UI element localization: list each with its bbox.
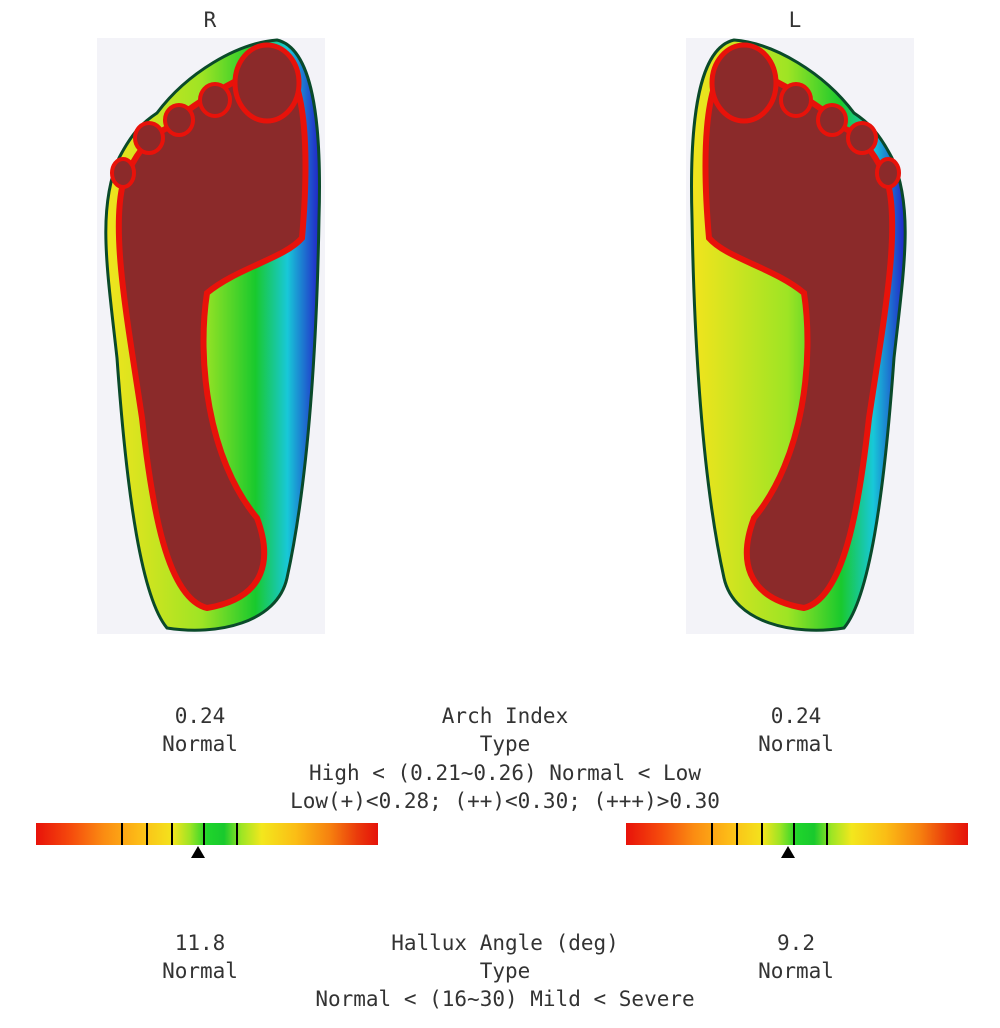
right-arch-index-value: 0.24 xyxy=(174,704,226,728)
left-hallux-angle-value: 9.2 xyxy=(777,931,815,955)
right-foot-pressure-map xyxy=(97,38,325,634)
left-arch-gauge xyxy=(626,823,968,845)
gauge-tick xyxy=(236,823,238,845)
arch-index-title: Arch Index xyxy=(441,704,569,728)
right-foot-label: R xyxy=(203,8,217,32)
left-foot-label: L xyxy=(788,8,802,32)
left-hallux-type: Normal xyxy=(758,959,834,983)
gauge-tick xyxy=(203,823,205,845)
gauge-tick xyxy=(146,823,148,845)
hallux-type-label: Type xyxy=(479,959,531,983)
hallux-range-line: Normal < (16~30) Mild < Severe xyxy=(315,987,695,1011)
arch-type-label: Type xyxy=(479,732,531,756)
right-arch-gauge xyxy=(36,823,378,845)
right-arch-type: Normal xyxy=(162,732,238,756)
gauge-tick xyxy=(826,823,828,845)
left-arch-index-value: 0.24 xyxy=(770,704,822,728)
right-arch-gauge-pointer xyxy=(191,846,206,858)
right-hallux-type: Normal xyxy=(162,959,238,983)
hallux-angle-title: Hallux Angle (deg) xyxy=(391,931,619,955)
arch-range-line: High < (0.21~0.26) Normal < Low xyxy=(309,761,701,785)
gauge-tick xyxy=(121,823,123,845)
right-hallux-angle-value: 11.8 xyxy=(174,931,226,955)
left-arch-gauge-pointer xyxy=(781,846,796,858)
gauge-tick xyxy=(736,823,738,845)
left-foot-pressure-map xyxy=(686,38,914,634)
arch-grade-line: Low(+)<0.28; (++)<0.30; (+++)>0.30 xyxy=(290,789,720,813)
gauge-tick xyxy=(171,823,173,845)
left-arch-type: Normal xyxy=(758,732,834,756)
gauge-tick xyxy=(711,823,713,845)
gauge-tick xyxy=(761,823,763,845)
gauge-tick xyxy=(793,823,795,845)
